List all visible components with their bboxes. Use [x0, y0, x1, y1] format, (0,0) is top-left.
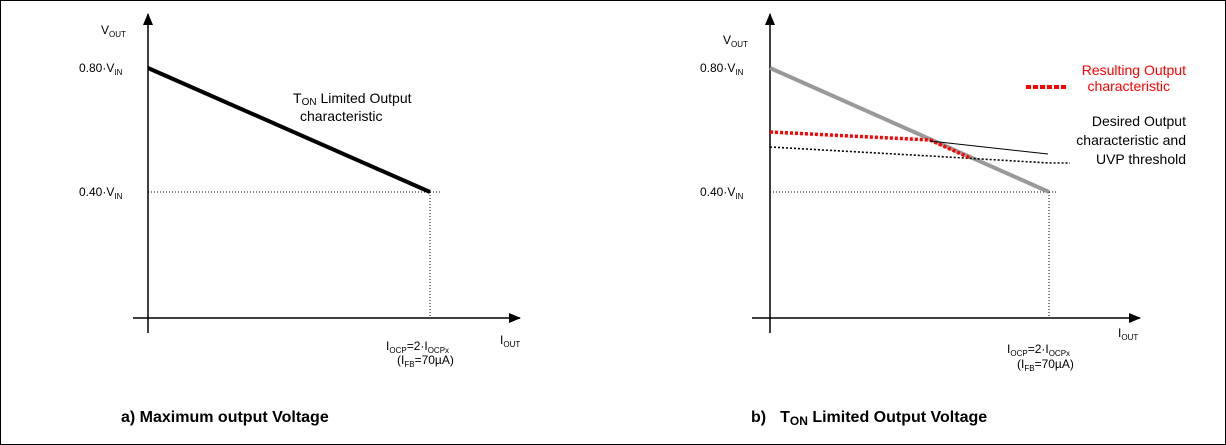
- panel-a-x-tick-iocp: IOCP=2·IOCPx: [386, 339, 449, 355]
- panel-b-desired-label-3: UVP threshold: [1096, 151, 1186, 167]
- panel-b-desired-line: [769, 146, 1070, 164]
- panel-b-x-tick-iocp: IOCP=2·IOCPx: [1007, 342, 1070, 358]
- panel-a-ton-line: [147, 66, 431, 194]
- panel-a-x-axis-label: IOUT: [500, 333, 520, 349]
- panel-a-x-tick-ifb: (IFB=70µA): [397, 353, 454, 369]
- panel-b: VOUT 0.80·VIN 0.40·VIN IOUT IOCP=2·IOCPx…: [700, 13, 1186, 428]
- panel-b-desired-label-2: characteristic and: [1076, 132, 1186, 148]
- panel-b-resulting-line: [769, 130, 971, 160]
- panel-b-x-tick-ifb: (IFB=70µA): [1017, 357, 1074, 373]
- panel-b-resulting-label: Resulting Output: [1082, 62, 1186, 78]
- panel-b-resulting-label-2: characteristic: [1088, 78, 1170, 94]
- panel-a: VOUT 0.80·VIN 0.40·VIN IOUT IOCP=2·IOCPx…: [79, 13, 521, 426]
- panel-a-y-tick-high: 0.80·VIN: [79, 61, 123, 77]
- panel-a-line-label: TON Limited Output: [293, 90, 412, 108]
- panel-a-y-axis-label: VOUT: [101, 23, 126, 39]
- panel-b-ton-line: [769, 66, 1050, 194]
- panel-b-desired-label-1: Desired Output: [1092, 113, 1186, 129]
- panel-b-y-tick-low: 0.40·VIN: [700, 185, 744, 201]
- panel-a-caption: a) Maximum output Voltage: [121, 409, 329, 426]
- panel-a-line-label-2: characteristic: [300, 108, 382, 124]
- panel-b-y-axis-label: VOUT: [723, 33, 748, 49]
- panel-b-callout: [929, 140, 1049, 155]
- panel-b-y-tick-high: 0.80·VIN: [700, 61, 744, 77]
- panel-b-caption: b) TON Limited Output Voltage: [751, 409, 987, 428]
- panel-b-x-axis-label: IOUT: [1118, 326, 1138, 342]
- panel-a-y-tick-low: 0.40·VIN: [79, 185, 123, 201]
